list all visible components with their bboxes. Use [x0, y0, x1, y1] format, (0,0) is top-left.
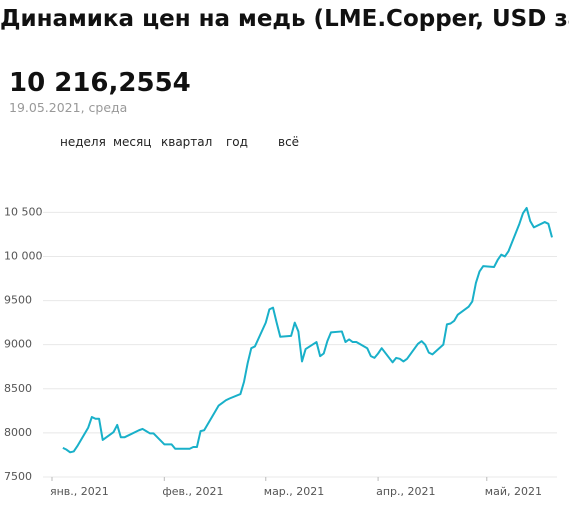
range-tab[interactable]: месяц	[113, 135, 152, 149]
page-title: Динамика цен на медь (LME.Copper, USD за	[0, 6, 569, 32]
y-tick-label: 8000	[4, 426, 32, 439]
x-tick-label: янв., 2021	[50, 485, 109, 498]
x-tick-label: апр., 2021	[376, 485, 435, 498]
current-value: 10 216,2554	[9, 68, 191, 98]
y-tick-label: 9500	[4, 294, 32, 307]
current-date: 19.05.2021, среда	[9, 100, 128, 115]
range-tab[interactable]: всё	[278, 135, 300, 149]
x-tick-label: фев., 2021	[162, 485, 223, 498]
x-tick-label: мар., 2021	[264, 485, 325, 498]
y-tick-label: 10 500	[4, 205, 43, 218]
y-tick-label: 10 000	[4, 249, 43, 262]
card	[0, 58, 566, 507]
range-tab[interactable]: квартал	[161, 135, 213, 149]
range-tab[interactable]: год	[226, 135, 248, 149]
price-line	[62, 206, 553, 454]
x-tick-label: май, 2021	[485, 485, 542, 498]
y-tick-label: 8500	[4, 382, 32, 395]
y-tick-label: 9000	[4, 338, 32, 351]
range-tab[interactable]: неделя	[60, 135, 106, 149]
y-tick-label: 7500	[4, 470, 32, 483]
